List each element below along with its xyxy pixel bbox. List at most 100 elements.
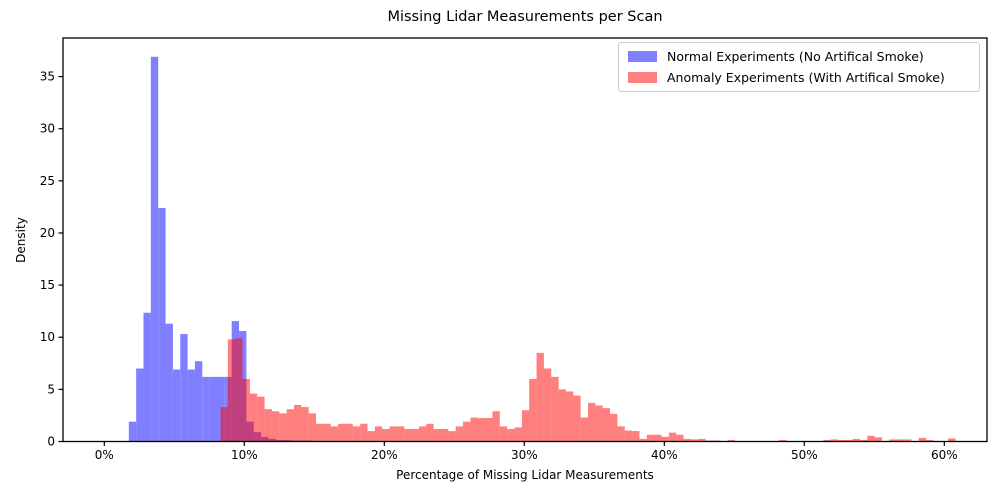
hist-bar-anomaly — [286, 409, 294, 442]
hist-bar-anomaly — [374, 426, 383, 442]
hist-bar-anomaly — [308, 413, 317, 442]
y-tick-label: 10 — [40, 330, 55, 344]
y-tick-label: 20 — [40, 226, 55, 240]
hist-bar-anomaly — [904, 439, 912, 442]
hist-bar-anomaly — [632, 431, 640, 442]
hist-bar-anomaly — [279, 413, 287, 442]
hist-bar-anomaly — [558, 389, 566, 442]
hist-bar-anomaly — [918, 437, 927, 442]
hist-bar-anomaly — [352, 426, 361, 442]
y-tick-label: 35 — [40, 70, 55, 84]
hist-bar-anomaly — [330, 426, 339, 442]
hist-bar-anomaly — [323, 423, 331, 442]
hist-bar-anomaly — [845, 439, 853, 442]
legend-label-anomaly: Anomaly Experiments (With Artifical Smok… — [667, 70, 945, 85]
y-tick-label: 15 — [40, 278, 55, 292]
hist-bar-normal — [209, 376, 217, 442]
hist-bar-anomaly — [382, 428, 390, 442]
hist-bar-anomaly — [227, 339, 236, 442]
hist-bar-anomaly — [485, 418, 493, 442]
hist-bar-anomaly — [264, 409, 272, 442]
hist-bar-anomaly — [690, 439, 699, 442]
hist-bar-anomaly — [565, 391, 574, 442]
hist-bar-anomaly — [529, 378, 537, 442]
hist-bar-anomaly — [499, 426, 508, 442]
legend-item-normal: Normal Experiments (No Artifical Smoke) — [628, 48, 972, 65]
hist-bar-anomaly — [551, 376, 559, 442]
hist-bar-anomaly — [235, 338, 243, 442]
hist-bar-anomaly — [602, 408, 611, 442]
x-tick-label: 40% — [651, 448, 678, 462]
hist-bar-anomaly — [536, 352, 544, 442]
hist-bar-anomaly — [779, 439, 787, 442]
x-tick-label: 50% — [791, 448, 818, 462]
hist-bar-anomaly — [926, 439, 934, 442]
chart-title: Missing Lidar Measurements per Scan — [387, 9, 663, 25]
legend-item-anomaly: Anomaly Experiments (With Artifical Smok… — [628, 69, 972, 86]
hist-bar-anomaly — [463, 421, 471, 442]
hist-bar-anomaly — [271, 411, 280, 442]
hist-bar-anomaly — [683, 438, 691, 442]
hist-bar-anomaly — [249, 393, 258, 442]
hist-bar-normal — [187, 369, 195, 442]
hist-bar-anomaly — [595, 405, 603, 442]
hist-bar-normal — [194, 361, 203, 442]
legend-swatch-anomaly-icon — [628, 72, 657, 83]
x-axis-label: Percentage of Missing Lidar Measurements — [396, 468, 654, 482]
hist-bar-anomaly — [367, 431, 375, 442]
x-tick-label: 60% — [931, 448, 958, 462]
hist-bar-anomaly — [294, 405, 302, 442]
hist-bar-anomaly — [573, 395, 581, 442]
hist-bar-anomaly — [639, 438, 647, 442]
hist-bar-anomaly — [418, 426, 427, 442]
hist-bar-normal — [128, 421, 137, 442]
hist-bar-normal — [158, 207, 166, 442]
hist-bar-anomaly — [654, 434, 662, 442]
hist-bar-anomaly — [316, 423, 324, 442]
hist-bar-anomaly — [242, 378, 250, 442]
hist-bar-anomaly — [404, 428, 412, 442]
hist-bar-anomaly — [617, 426, 625, 442]
hist-bar-anomaly — [257, 396, 265, 442]
y-tick-label: 25 — [40, 174, 55, 188]
hist-bar-normal — [143, 312, 151, 442]
hist-bar-normal — [165, 323, 173, 442]
hist-bar-anomaly — [837, 439, 846, 442]
hist-bar-anomaly — [470, 417, 478, 442]
hist-bar-normal — [172, 369, 181, 442]
x-tick-label: 30% — [511, 448, 538, 462]
legend-swatch-normal-icon — [628, 51, 657, 62]
axes-frame — [62, 37, 988, 443]
hist-bar-anomaly — [543, 368, 552, 442]
hist-bar-anomaly — [830, 439, 838, 442]
x-tick-label: 10% — [231, 448, 258, 462]
hist-bar-anomaly — [301, 407, 309, 442]
hist-bar-normal — [150, 56, 159, 442]
legend: Normal Experiments (No Artifical Smoke) … — [618, 42, 980, 92]
hist-bar-anomaly — [455, 426, 464, 442]
hist-bar-normal — [136, 368, 144, 442]
hist-bar-anomaly — [610, 413, 618, 442]
hist-bar-anomaly — [448, 431, 456, 442]
hist-bar-anomaly — [852, 438, 860, 442]
hist-bar-anomaly — [396, 426, 405, 442]
y-tick-label: 30 — [40, 122, 55, 136]
hist-bar-anomaly — [646, 434, 655, 442]
hist-bar-anomaly — [580, 417, 588, 442]
hist-bar-anomaly — [477, 418, 486, 442]
hist-bar-anomaly — [661, 436, 669, 442]
x-tick-label: 0% — [95, 448, 114, 462]
hist-bar-anomaly — [874, 437, 882, 442]
hist-bar-anomaly — [948, 438, 956, 442]
y-tick-label: 0 — [47, 435, 55, 449]
hist-bar-anomaly — [507, 428, 515, 442]
hist-bar-anomaly — [441, 428, 449, 442]
hist-bar-anomaly — [588, 402, 596, 442]
hist-bar-anomaly — [426, 423, 434, 442]
hist-bar-normal — [202, 376, 210, 442]
hist-bar-anomaly — [859, 439, 868, 442]
y-tick-label: 5 — [47, 382, 55, 396]
hist-bar-anomaly — [668, 432, 677, 442]
